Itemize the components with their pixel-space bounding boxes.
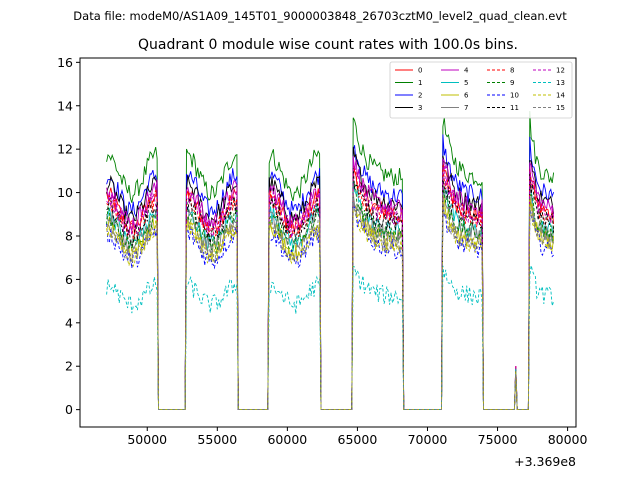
legend-label-13: 13 [556,79,565,87]
legend-label-1: 1 [418,79,422,87]
legend-label-2: 2 [418,92,422,100]
legend-label-6: 6 [464,92,469,100]
y-tick-label: 8 [65,228,73,243]
legend-label-4: 4 [464,67,469,75]
x-tick-label: 70000 [408,432,448,447]
plot-area [79,57,577,428]
y-axis: 0 2 4 6 8 10 12 14 16 [57,55,80,417]
x-tick-label: 80000 [548,432,588,447]
x-tick-label: 55000 [197,432,237,447]
y-tick-label: 14 [57,98,73,113]
y-tick-label: 6 [65,272,73,287]
x-tick-label: 50000 [127,432,167,447]
x-tick-label: 60000 [267,432,307,447]
y-tick-label: 10 [57,185,73,200]
legend-label-7: 7 [464,104,468,112]
legend-label-8: 8 [510,67,514,75]
y-tick-label: 4 [65,315,73,330]
y-tick-label: 0 [65,402,73,417]
axes-frame [79,57,577,428]
legend-label-14: 14 [556,92,565,100]
series-line-15 [106,192,555,411]
chart-title: Quadrant 0 module wise count rates with … [138,37,518,53]
legend-box [389,61,573,119]
legend-label-12: 12 [556,67,565,75]
x-tick-label: 75000 [478,432,518,447]
legend-label-9: 9 [510,79,514,87]
legend-label-3: 3 [418,104,422,112]
y-tick-label: 16 [57,55,73,70]
legend-label-5: 5 [464,79,468,87]
y-tick-label: 12 [57,142,73,157]
figure-suptitle: Data file: modeM0/AS1A09_145T01_90000038… [73,9,567,23]
legend-label-0: 0 [418,67,422,75]
series-lines [106,110,555,411]
x-tick-label: 65000 [338,432,378,447]
y-tick-label: 2 [65,359,73,374]
legend-label-11: 11 [510,104,519,112]
legend-label-15: 15 [556,104,565,112]
x-axis-offset-label: +3.369e8 [514,454,576,469]
x-axis: 50000 55000 60000 65000 70000 75000 80000 [127,427,588,447]
legend-label-10: 10 [510,92,519,100]
